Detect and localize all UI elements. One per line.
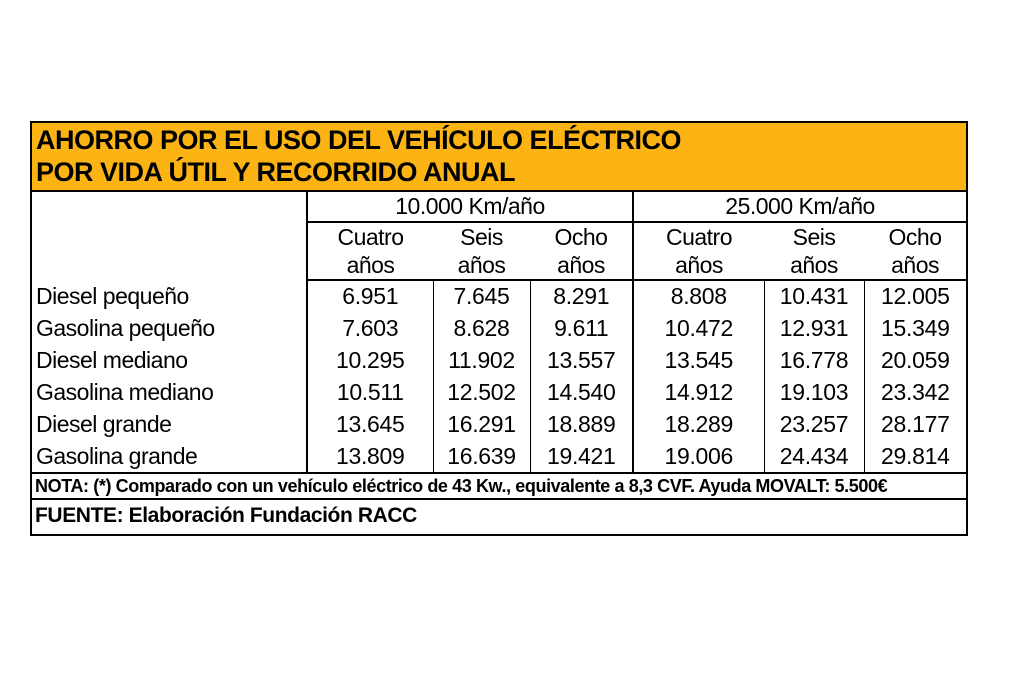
value-cell: 10.511: [306, 376, 433, 408]
column-subheader-row: Cuatro años Seis años Ocho años Cuatro años Seis…: [31, 222, 968, 281]
value-cell: 12.502: [432, 376, 530, 408]
row-label: Diesel pequeño: [31, 280, 308, 312]
row-label: Diesel mediano: [31, 344, 308, 376]
value-cell: 23.257: [763, 408, 864, 440]
column-header-line2: años: [457, 252, 506, 278]
value-cell: 24.434: [763, 440, 864, 474]
title-banner-row: AHORRO POR EL USO DEL VEHÍCULO ELÉCTRICO…: [31, 122, 968, 192]
value-cell: 12.005: [863, 280, 968, 312]
table-row: Diesel mediano 10.295 11.902 13.557 13.545 16…: [31, 344, 968, 376]
value-cell: 29.814: [863, 440, 968, 474]
value-cell: 16.639: [432, 440, 530, 474]
value-cell: 20.059: [863, 344, 968, 376]
source-text: FUENTE: Elaboración Fundación RACC: [35, 504, 417, 527]
column-header-line1: Seis: [792, 224, 836, 250]
value-cell: 19.006: [632, 440, 764, 474]
column-header-line2: años: [346, 252, 395, 278]
value-cell: 8.628: [432, 312, 530, 344]
value-cell: 19.421: [529, 440, 633, 474]
table-title-line1: AHORRO POR EL USO DEL VEHÍCULO ELÉCTRICO: [36, 125, 682, 155]
value-cell: 14.540: [529, 376, 633, 408]
table-title-banner: AHORRO POR EL USO DEL VEHÍCULO ELÉCTRICO…: [31, 122, 968, 192]
value-cell: 13.545: [632, 344, 764, 376]
value-cell: 13.645: [306, 408, 433, 440]
column-header-line1: Seis: [460, 224, 503, 250]
value-cell: 6.951: [306, 280, 433, 312]
footnote-text: NOTA: (*) Comparado con un vehículo eléc…: [31, 473, 968, 500]
savings-table-container: AHORRO POR EL USO DEL VEHÍCULO ELÉCTRICO…: [30, 121, 969, 536]
value-cell: 18.289: [632, 408, 764, 440]
value-cell: 13.557: [529, 344, 633, 376]
value-cell: 28.177: [863, 408, 968, 440]
value-cell: 10.295: [306, 344, 433, 376]
value-cell: 8.291: [529, 280, 633, 312]
value-cell: 13.809: [306, 440, 433, 474]
value-cell: 16.291: [432, 408, 530, 440]
corner-cell: [31, 191, 308, 280]
value-cell: 11.902: [432, 344, 530, 376]
column-header-1-1: Seis años: [764, 222, 864, 281]
row-label: Gasolina pequeño: [31, 312, 308, 344]
table-row: Diesel grande 13.645 16.291 18.889 18.289 23.…: [31, 408, 968, 440]
source-row: FUENTE: Elaboración Fundación RACC: [31, 499, 967, 535]
value-cell: 18.889: [529, 408, 633, 440]
value-cell: 19.103: [763, 376, 864, 408]
row-label: Diesel grande: [31, 408, 308, 440]
table-row: Gasolina pequeño 7.603 8.628 9.611 10.472 12.…: [31, 312, 968, 344]
value-cell: 10.472: [632, 312, 764, 344]
value-cell: 8.808: [632, 280, 764, 312]
column-header-0-1: Seis años: [433, 222, 530, 281]
value-cell: 16.778: [763, 344, 864, 376]
table-row: Gasolina grande 13.809 16.639 19.421 19.006 2…: [31, 440, 968, 474]
value-cell: 10.431: [763, 280, 864, 312]
column-group-10000: 10.000 Km/año: [306, 191, 633, 223]
column-header-line1: Ocho: [888, 224, 942, 250]
value-cell: 23.342: [863, 376, 968, 408]
table-row: Gasolina mediano 10.511 12.502 14.540 14.912…: [31, 376, 968, 408]
row-label: Gasolina mediano: [31, 376, 308, 408]
value-cell: 14.912: [632, 376, 764, 408]
value-cell: 7.645: [432, 280, 530, 312]
column-group-header-row: 10.000 Km/año 25.000 Km/año: [31, 191, 968, 280]
value-cell: 12.931: [763, 312, 864, 344]
column-header-line1: Cuatro: [665, 224, 733, 250]
value-cell: 9.611: [529, 312, 633, 344]
column-header-1-2: Ocho años: [864, 222, 968, 281]
footnote-row: NOTA: (*) Comparado con un vehículo eléc…: [31, 473, 968, 500]
savings-table: AHORRO POR EL USO DEL VEHÍCULO ELÉCTRICO…: [30, 121, 969, 536]
column-header-line2: años: [891, 252, 939, 278]
column-header-line1: Ocho: [554, 224, 608, 250]
column-header-line2: años: [557, 252, 605, 278]
row-label: Gasolina grande: [31, 440, 308, 474]
column-header-0-0: Cuatro años: [307, 222, 433, 281]
column-header-line1: Cuatro: [337, 224, 404, 250]
column-header-line2: años: [790, 252, 838, 278]
column-header-line2: años: [675, 252, 723, 278]
column-header-1-0: Cuatro años: [632, 222, 764, 281]
value-cell: 15.349: [863, 312, 968, 344]
column-header-0-2: Ocho años: [530, 222, 633, 281]
table-row: Diesel pequeño 6.951 7.645 8.291 8.808 10.431…: [31, 280, 968, 312]
column-group-25000: 25.000 Km/año: [631, 191, 968, 223]
value-cell: 7.603: [306, 312, 433, 344]
table-title-line2: POR VIDA ÚTIL Y RECORRIDO ANUAL: [36, 157, 516, 187]
